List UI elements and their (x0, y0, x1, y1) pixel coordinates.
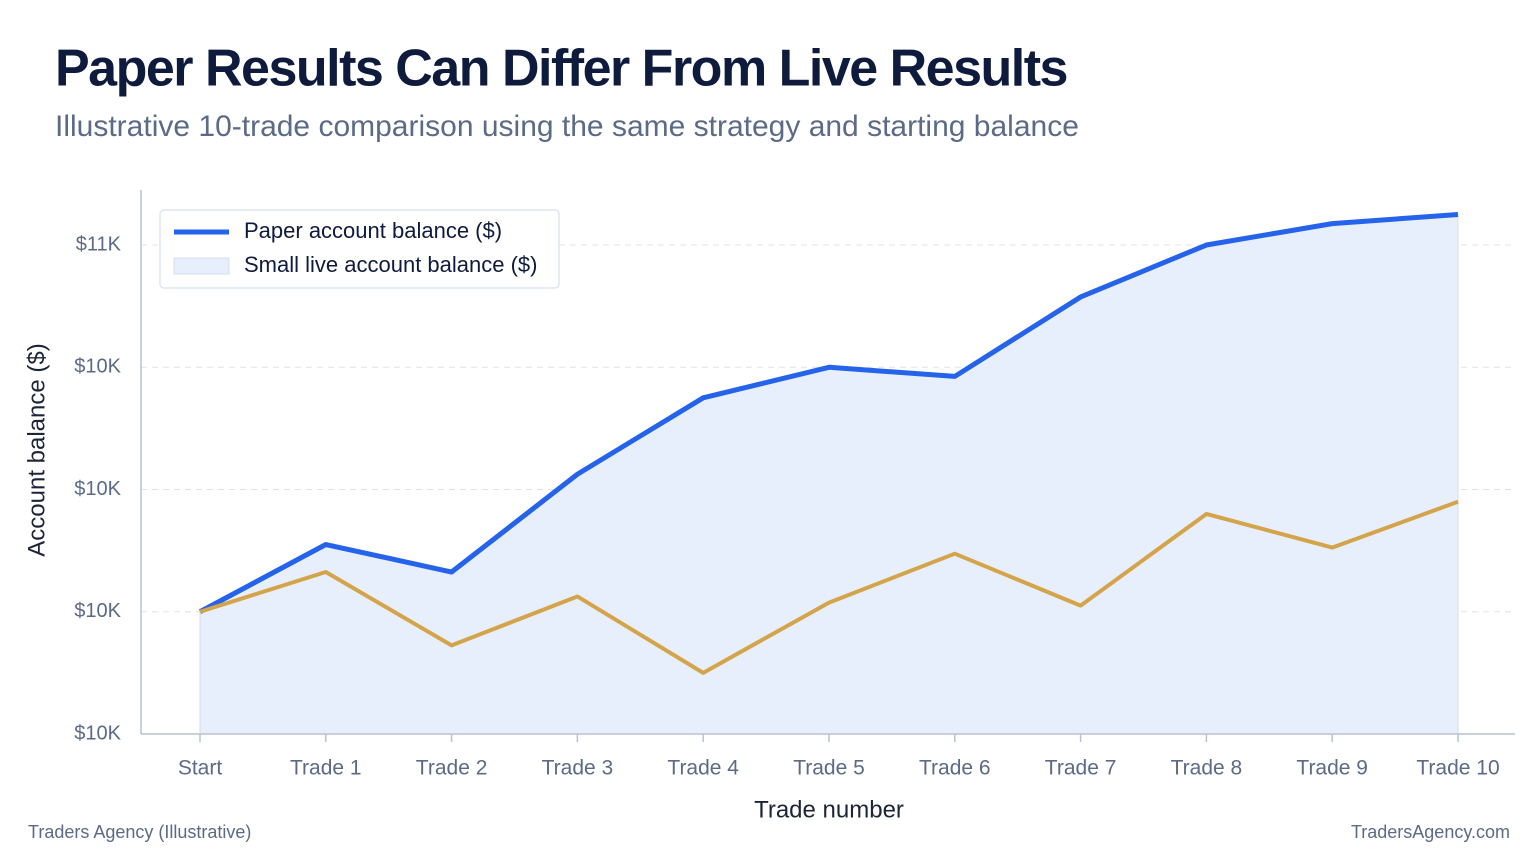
legend-label: Paper account balance ($) (244, 218, 502, 243)
x-tick-label: Trade 4 (667, 757, 739, 780)
chart-subtitle: Illustrative 10-trade comparison using t… (55, 110, 1079, 143)
legend-box (159, 209, 560, 289)
area (199, 213, 1459, 735)
series-line (199, 499, 1459, 675)
y-tick-label: $10K (74, 356, 121, 378)
legend-swatch (173, 257, 230, 275)
legend-label: Small live account balance ($) (244, 252, 537, 277)
x-tick-label: Trade 7 (1045, 757, 1117, 780)
x-tick-label: Trade 3 (542, 757, 614, 780)
y-tick-label: $10K (74, 722, 121, 744)
x-tick-label: Trade 2 (416, 757, 488, 780)
x-tick-label: Trade 9 (1296, 757, 1368, 780)
y-tick-label: $10K (74, 600, 121, 622)
y-tick-label: $10K (74, 478, 121, 500)
x-tick-label: Trade 8 (1171, 757, 1243, 780)
source-note: Traders Agency (Illustrative) (28, 822, 251, 842)
x-tick-label: Start (178, 757, 223, 780)
series-line (198, 211, 1459, 614)
x-axis-label: Trade number (754, 796, 904, 823)
x-tick-label: Trade 1 (290, 757, 362, 780)
site-note: TradersAgency.com (1351, 822, 1510, 842)
x-tick-label: Trade 5 (793, 757, 865, 780)
x-tick-label: Trade 6 (919, 757, 991, 780)
y-axis-label: Account balance ($) (23, 343, 50, 556)
x-tick-label: Trade 10 (1416, 757, 1499, 780)
y-tick-label: $11K (76, 233, 122, 255)
chart-title: Paper Results Can Differ From Live Resul… (55, 40, 1067, 98)
